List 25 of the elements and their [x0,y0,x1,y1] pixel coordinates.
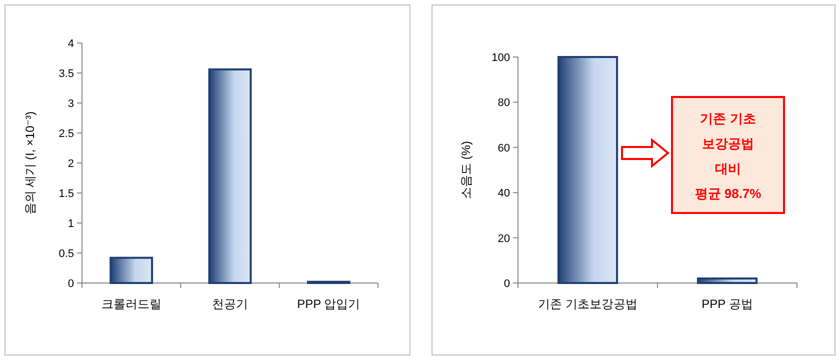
y-tick-label: 4 [68,38,74,50]
y-tick-label: 20 [498,232,510,245]
bar [110,256,154,284]
y-tick-label: 3 [68,98,74,110]
bar [208,68,252,284]
y-tick-label: 40 [498,188,510,200]
x-tick-label: 기존 기초보강공법 [538,297,638,311]
y-axis-title: 음의 세기 (I, ×10⁻³) [23,111,37,215]
y-tick-label: 0 [68,278,74,290]
y-tick-label: 60 [498,142,510,154]
x-tick-label: 크롤러드릴 [101,297,162,311]
x-tick-label: 천공기 [212,297,248,311]
y-tick-label: 2.5 [58,128,74,140]
y-tick-label: 1 [68,218,74,230]
annotation: 기존 기초 보강공법 대비 평균 98.7% [694,111,762,201]
y-axis-title: 소음도 (%) [459,141,473,199]
y-tick-label: 1.5 [58,188,74,200]
y-tick-label: 100 [492,52,510,64]
x-tick-label: PPP 공법 [702,297,753,311]
x-tick-label: PPP 압입기 [297,297,360,311]
y-tick-label: 0 [504,278,510,290]
y-tick-label: 0.5 [58,248,74,260]
y-tick-label: 80 [498,97,510,110]
y-tick-label: 3.5 [58,68,74,80]
y-tick-label: 2 [68,158,74,170]
